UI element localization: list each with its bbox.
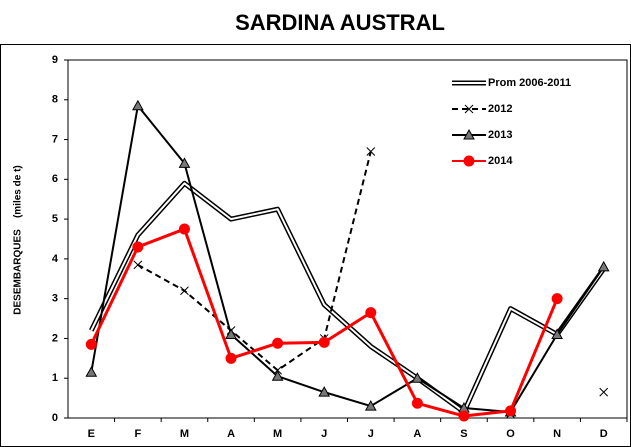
marker bbox=[597, 260, 610, 272]
series-line-inner bbox=[90, 182, 605, 414]
marker bbox=[133, 260, 143, 270]
marker bbox=[599, 387, 609, 397]
series-line bbox=[89, 180, 606, 415]
marker bbox=[318, 336, 330, 348]
legend-label: Prom 2006-2011 bbox=[488, 77, 571, 89]
x-tick-label: J bbox=[321, 428, 327, 440]
y-axis-label: DESEMBARQUES (miles de t) bbox=[13, 165, 24, 314]
x-tick-label: M bbox=[180, 428, 189, 440]
x-tick-label: A bbox=[413, 428, 421, 440]
marker bbox=[225, 352, 237, 364]
marker bbox=[318, 386, 331, 397]
x-tick-label: J bbox=[368, 428, 374, 440]
x-tick-label: N bbox=[553, 428, 561, 440]
marker bbox=[272, 337, 284, 349]
legend-label: 2013 bbox=[488, 129, 512, 141]
y-tick-label: 7 bbox=[52, 133, 58, 145]
marker bbox=[132, 99, 144, 111]
plot-area bbox=[67, 59, 628, 419]
marker bbox=[271, 370, 284, 381]
marker bbox=[505, 405, 517, 417]
marker bbox=[366, 147, 376, 156]
legend-label: 2014 bbox=[488, 155, 513, 167]
marker bbox=[365, 307, 377, 319]
marker bbox=[85, 338, 97, 350]
marker bbox=[364, 400, 377, 411]
series-line bbox=[90, 104, 605, 414]
marker bbox=[458, 410, 470, 422]
x-tick-label: A bbox=[227, 428, 235, 440]
y-tick-label: 2 bbox=[52, 332, 58, 344]
marker bbox=[178, 223, 190, 235]
marker bbox=[85, 366, 98, 377]
y-tick-label: 4 bbox=[52, 253, 59, 265]
x-tick-label: O bbox=[506, 428, 515, 440]
y-tick-label: 8 bbox=[52, 94, 58, 106]
y-tick-label: 3 bbox=[52, 293, 58, 305]
x-tick-label: S bbox=[460, 428, 467, 440]
marker bbox=[464, 104, 474, 114]
chart-title: SARDINA AUSTRAL bbox=[235, 10, 445, 35]
marker bbox=[132, 241, 144, 253]
y-tick-label: 6 bbox=[52, 173, 58, 185]
y-tick-label: 5 bbox=[52, 213, 58, 225]
chart-border bbox=[0, 44, 631, 447]
marker bbox=[463, 128, 475, 140]
x-tick-label: D bbox=[600, 428, 608, 440]
marker bbox=[551, 328, 563, 339]
y-tick-label: 0 bbox=[52, 412, 58, 424]
marker bbox=[411, 372, 424, 383]
marker bbox=[178, 157, 191, 168]
marker bbox=[225, 328, 237, 339]
x-tick-label: M bbox=[273, 428, 282, 440]
marker bbox=[463, 155, 475, 167]
x-tick-label: F bbox=[135, 428, 142, 440]
legend-label: 2012 bbox=[488, 103, 512, 115]
y-tick-label: 1 bbox=[52, 372, 58, 384]
marker bbox=[411, 397, 423, 409]
marker bbox=[180, 286, 189, 296]
y-tick-label: 9 bbox=[52, 54, 58, 66]
marker bbox=[551, 293, 563, 305]
x-tick-label: E bbox=[88, 428, 95, 440]
